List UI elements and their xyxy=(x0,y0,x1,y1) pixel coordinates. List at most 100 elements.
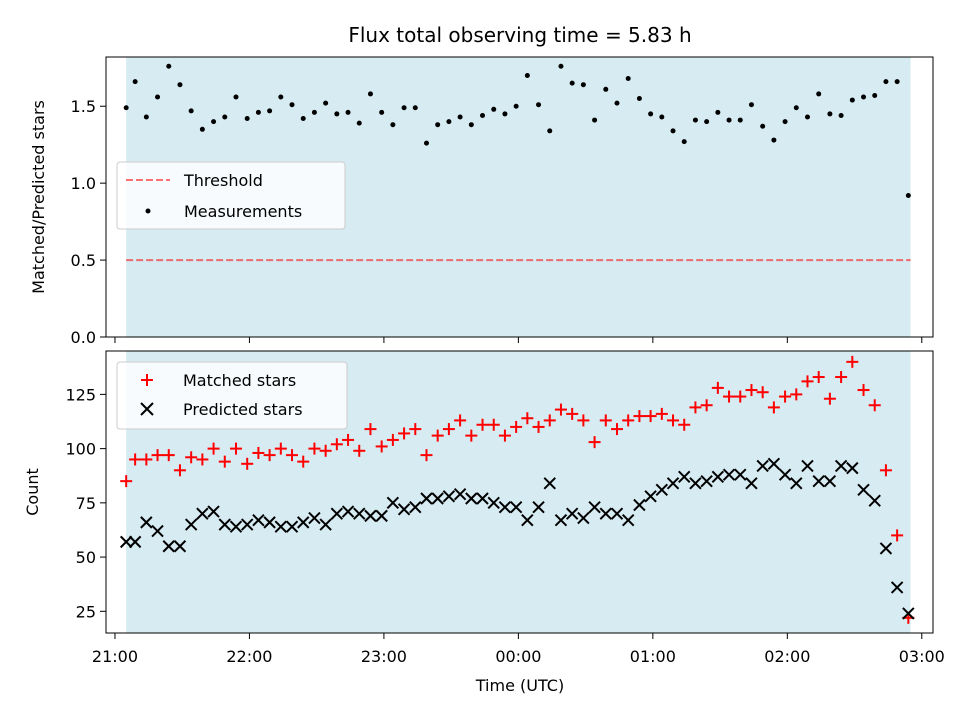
measurement-point xyxy=(255,109,261,115)
matched-legend-marker xyxy=(141,374,153,386)
matched-star-point xyxy=(375,440,388,453)
x-tick-label: 01:00 xyxy=(630,647,676,666)
measurement-point xyxy=(300,116,306,122)
predicted-star-point xyxy=(734,468,747,481)
predicted-star-point xyxy=(868,494,881,507)
measurement-point xyxy=(558,63,564,69)
measurement-point xyxy=(199,126,205,132)
matched-star-point xyxy=(801,375,814,388)
predicted-star-point xyxy=(823,474,837,488)
matched-star-point xyxy=(655,407,668,420)
predicted-star-point xyxy=(790,477,803,490)
measurement-point xyxy=(468,122,474,128)
matched-star-point xyxy=(644,410,657,423)
matched-star-point xyxy=(297,455,310,468)
matched-star-point xyxy=(409,423,422,436)
predicted-star-point xyxy=(588,500,601,514)
measurement-point xyxy=(435,122,441,128)
predicted-star-point xyxy=(151,524,164,538)
measurement-point xyxy=(681,139,687,145)
predicted-star-point xyxy=(700,474,713,488)
x-tick-label: 23:00 xyxy=(361,647,407,666)
bottom-legend: Matched stars Predicted stars xyxy=(116,361,348,430)
measurement-point xyxy=(861,94,867,100)
measurement-point xyxy=(692,117,698,123)
predicted-star-point xyxy=(857,483,870,497)
predicted-star-point xyxy=(655,483,669,497)
predicted-star-point xyxy=(364,509,377,523)
matched-star-point xyxy=(151,449,164,462)
predicted-star-point xyxy=(767,457,781,471)
measurement-point xyxy=(793,105,799,111)
x-tick-label: 02:00 xyxy=(764,647,810,666)
measurement-point xyxy=(625,76,631,82)
measurement-point xyxy=(379,109,385,115)
matched-star-point xyxy=(857,384,870,397)
measurement-point xyxy=(569,80,575,86)
measurement-point xyxy=(636,96,642,102)
measurement-point xyxy=(782,119,788,125)
measurement-point xyxy=(838,112,844,118)
matched-star-point xyxy=(846,355,859,368)
bottom-y-tick-label: 25 xyxy=(76,602,96,621)
measurement-point xyxy=(244,116,250,122)
predicted-star-point xyxy=(543,477,556,490)
measurement-point xyxy=(222,114,228,120)
predicted-star-point xyxy=(689,477,702,490)
measurements-legend-marker xyxy=(145,208,151,214)
predicted-star-point xyxy=(431,492,444,505)
matched-star-point xyxy=(566,407,579,420)
predicted-star-point xyxy=(353,507,366,520)
measurement-point xyxy=(491,106,497,112)
predicted-star-point xyxy=(453,487,467,501)
predicted-star-point xyxy=(285,520,299,533)
bottom-y-tick-label: 75 xyxy=(76,494,96,513)
matched-star-point xyxy=(879,464,892,477)
bottom-y-tick-label: 50 xyxy=(76,548,96,567)
predicted-legend-label: Predicted stars xyxy=(183,400,303,419)
predicted-star-point xyxy=(218,518,231,531)
matched-star-point xyxy=(633,410,646,423)
predicted-stars-points xyxy=(119,457,915,620)
predicted-star-point xyxy=(666,477,680,490)
predicted-star-point xyxy=(711,470,725,484)
matched-star-point xyxy=(454,414,467,427)
matched-star-point xyxy=(263,449,276,462)
measurement-point xyxy=(513,103,519,109)
predicted-star-point xyxy=(756,459,769,473)
predicted-star-point xyxy=(375,509,388,523)
measurement-point xyxy=(547,128,553,134)
matched-star-point xyxy=(745,384,758,397)
measurement-point xyxy=(166,63,172,69)
matched-star-point xyxy=(521,412,534,425)
top-panel: 0.0 0.5 1.0 1.5 Matched/Predicted stars Thr… xyxy=(29,56,934,347)
measurement-point xyxy=(659,114,665,120)
predicted-star-point xyxy=(846,461,859,475)
predicted-star-point xyxy=(577,511,590,525)
matched-star-point xyxy=(465,429,478,442)
matched-star-point xyxy=(510,420,523,433)
matched-star-point xyxy=(812,371,825,384)
predicted-star-point xyxy=(397,503,411,516)
measurements-legend-label: Measurements xyxy=(184,202,302,221)
measurement-point xyxy=(760,123,766,129)
measurement-point xyxy=(401,105,407,111)
top-y-ticks: 0.0 0.5 1.0 1.5 xyxy=(71,97,106,347)
predicted-star-point xyxy=(162,540,175,553)
matched-star-point xyxy=(554,403,567,416)
measurement-point xyxy=(872,92,878,98)
matched-star-point xyxy=(790,388,803,401)
measurement-point xyxy=(748,102,754,108)
measurement-point xyxy=(648,111,654,117)
matched-star-point xyxy=(823,392,836,405)
predicted-star-point xyxy=(633,498,646,512)
measurement-point xyxy=(536,102,542,108)
bottom-y-ticks: 25 50 75 100 125 xyxy=(65,385,106,621)
matched-star-point xyxy=(689,401,702,414)
predicted-star-point xyxy=(274,520,288,533)
matched-star-point xyxy=(353,444,366,457)
x-tick-label: 21:00 xyxy=(92,647,138,666)
measurement-point xyxy=(592,117,598,123)
x-tick-label: 03:00 xyxy=(899,647,945,666)
